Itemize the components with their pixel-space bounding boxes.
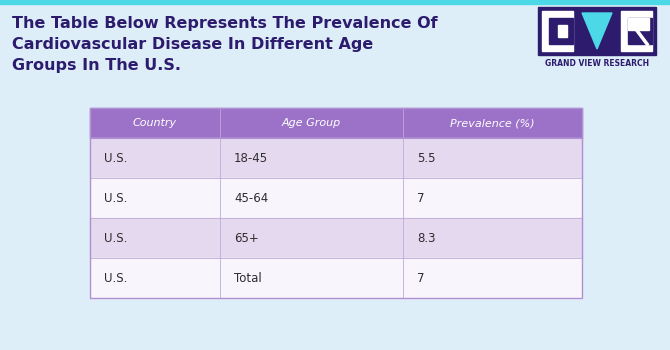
Text: U.S.: U.S.	[104, 152, 127, 164]
Bar	[549, 18, 574, 44]
Text: 8.3: 8.3	[417, 231, 436, 245]
Text: 7: 7	[417, 191, 425, 204]
Bar	[90, 138, 582, 178]
Bar	[542, 11, 574, 51]
Bar	[90, 108, 582, 298]
Text: Age Group: Age Group	[282, 118, 341, 128]
Bar	[90, 108, 582, 138]
Text: The Table Below Represents The Prevalence Of: The Table Below Represents The Prevalenc…	[12, 16, 438, 31]
Bar	[628, 18, 649, 30]
Text: U.S.: U.S.	[104, 272, 127, 285]
Polygon shape	[582, 13, 612, 49]
Text: 45-64: 45-64	[234, 191, 268, 204]
Text: GRAND VIEW RESEARCH: GRAND VIEW RESEARCH	[545, 59, 649, 68]
Text: 7: 7	[417, 272, 425, 285]
Bar	[628, 18, 652, 44]
Text: U.S.: U.S.	[104, 191, 127, 204]
Bar	[90, 178, 582, 218]
Bar	[557, 25, 567, 37]
Text: Country: Country	[133, 118, 177, 128]
Text: 18-45: 18-45	[234, 152, 268, 164]
Text: 65+: 65+	[234, 231, 259, 245]
Bar	[90, 218, 582, 258]
Text: Prevalence (%): Prevalence (%)	[450, 118, 535, 128]
Text: 5.5: 5.5	[417, 152, 436, 164]
Bar	[538, 7, 656, 55]
Bar	[620, 11, 652, 51]
Text: Total: Total	[234, 272, 262, 285]
Text: Cardiovascular Disease In Different Age: Cardiovascular Disease In Different Age	[12, 37, 373, 52]
Text: U.S.: U.S.	[104, 231, 127, 245]
Bar	[90, 258, 582, 298]
Bar	[0, 0, 670, 4]
Text: Groups In The U.S.: Groups In The U.S.	[12, 58, 181, 73]
